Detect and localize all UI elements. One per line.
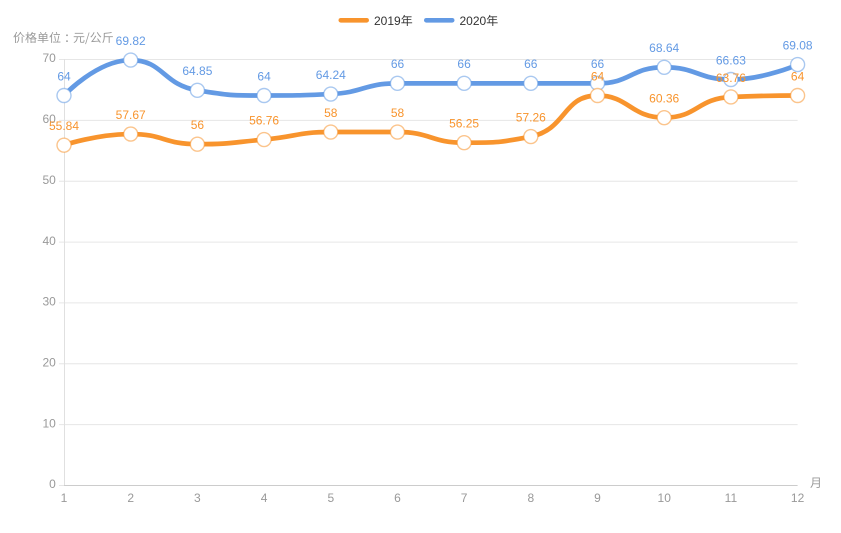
svg-text:66: 66 — [391, 57, 405, 71]
svg-text:4: 4 — [261, 491, 268, 505]
svg-text:64.24: 64.24 — [316, 68, 346, 82]
svg-text:66: 66 — [457, 57, 471, 71]
svg-text:5: 5 — [327, 491, 334, 505]
svg-text:50: 50 — [42, 173, 56, 187]
svg-text:60: 60 — [42, 112, 56, 126]
svg-text:2: 2 — [127, 491, 134, 505]
svg-text:57.67: 57.67 — [116, 108, 146, 122]
svg-text:10: 10 — [42, 416, 56, 430]
svg-text:64.85: 64.85 — [182, 64, 212, 78]
svg-text:55.84: 55.84 — [49, 119, 79, 133]
svg-text:66: 66 — [524, 57, 538, 71]
svg-text:40: 40 — [42, 234, 56, 248]
svg-text:68.64: 68.64 — [649, 41, 679, 55]
svg-text:56.76: 56.76 — [249, 113, 279, 127]
svg-text:9: 9 — [594, 491, 601, 505]
svg-text:8: 8 — [527, 491, 534, 505]
svg-text:56.25: 56.25 — [449, 117, 479, 131]
svg-text:0: 0 — [49, 477, 56, 491]
svg-text:70: 70 — [42, 51, 56, 65]
svg-text:1: 1 — [61, 491, 68, 505]
svg-text:60.36: 60.36 — [649, 92, 679, 106]
svg-text:3: 3 — [194, 491, 201, 505]
svg-text:66: 66 — [591, 57, 605, 71]
svg-text:58: 58 — [391, 106, 405, 120]
svg-text:10: 10 — [658, 491, 672, 505]
svg-text:69.08: 69.08 — [783, 38, 813, 52]
svg-text:6: 6 — [394, 491, 401, 505]
svg-text:64: 64 — [57, 69, 71, 83]
svg-text:2020: 2020 — [460, 14, 487, 28]
svg-text:58: 58 — [324, 106, 338, 120]
svg-text:20: 20 — [42, 356, 56, 370]
svg-text:30: 30 — [42, 295, 56, 309]
svg-text:2019: 2019 — [374, 14, 401, 28]
svg-text:64: 64 — [591, 69, 605, 83]
svg-text:12: 12 — [791, 491, 805, 505]
svg-text:11: 11 — [725, 491, 738, 505]
svg-text:69.82: 69.82 — [116, 34, 146, 48]
svg-text:64: 64 — [257, 69, 271, 83]
svg-text:56: 56 — [191, 118, 205, 132]
svg-text:57.26: 57.26 — [516, 110, 546, 124]
svg-text:66.63: 66.63 — [716, 53, 746, 67]
svg-text:64: 64 — [791, 69, 805, 83]
svg-text:7: 7 — [461, 491, 468, 505]
svg-text:63.76: 63.76 — [716, 71, 746, 85]
